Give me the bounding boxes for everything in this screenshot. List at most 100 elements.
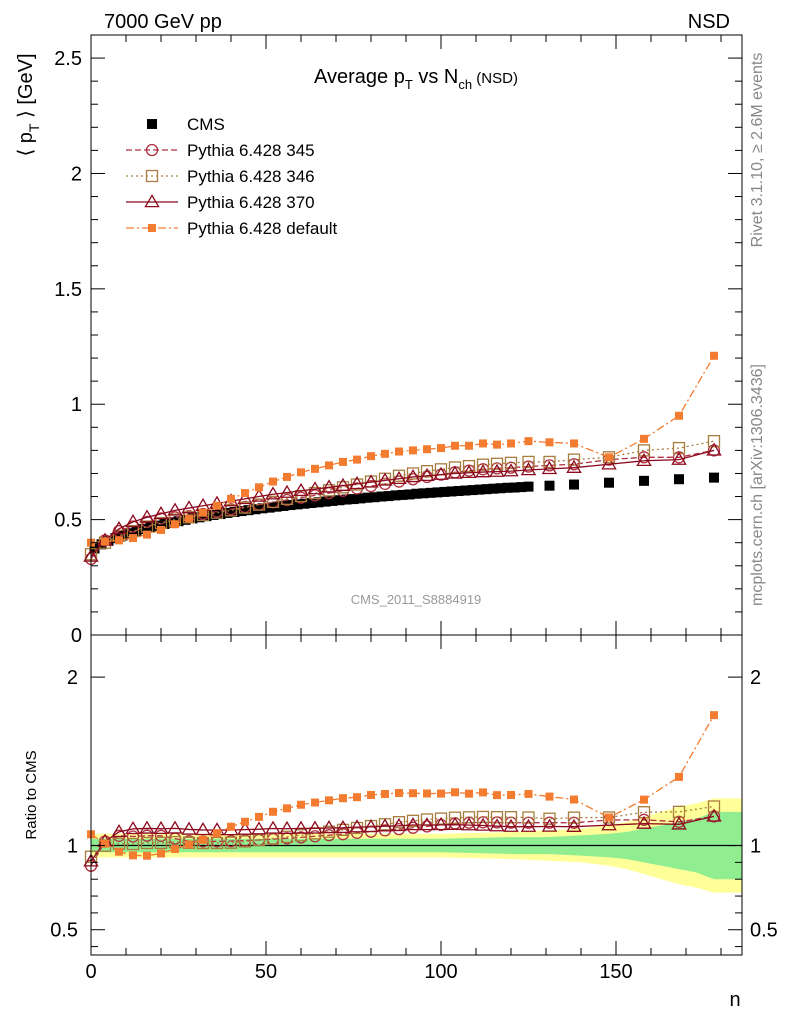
- main-data-layer: [83, 351, 722, 565]
- pythia-default-ratio-point: [171, 844, 179, 853]
- pythia-370-ratio-point: [181, 821, 197, 835]
- pythia-370-point: [433, 466, 449, 480]
- pythia-default-point: [283, 472, 291, 481]
- pythia-370-ratio-point: [566, 818, 582, 832]
- pythia-345-ratio-point: [126, 830, 140, 843]
- pythia-370-point: [671, 451, 687, 465]
- pythia-default-ratio-point: [545, 792, 554, 801]
- pythia-default-ratio-point: [157, 849, 165, 858]
- pythia-default-ratio-point: [409, 789, 417, 798]
- cms-point: [362, 492, 373, 503]
- pythia-346-point: [707, 435, 721, 448]
- cms-point: [439, 486, 450, 497]
- pythia-346-point: [406, 467, 420, 480]
- pythia-370-point: [489, 463, 505, 477]
- ratio-ytick-label-right: 0.5: [750, 920, 778, 942]
- pythia-default-point: [213, 501, 221, 510]
- pythia-370-ratio-point: [195, 822, 211, 836]
- pythia-default-point: [493, 440, 501, 449]
- pythia-default-point: [353, 455, 361, 464]
- pythia-370-ratio-point: [139, 820, 155, 834]
- cms-point: [124, 528, 135, 539]
- pythia-default-point: [185, 514, 193, 523]
- pythia-370-ratio-point: [125, 821, 141, 835]
- pythia-370-point: [265, 486, 281, 500]
- pythia-346-ratio-point: [434, 812, 448, 825]
- pythia-370-ratio-point: [489, 818, 505, 832]
- pythia-370-point: [636, 452, 652, 467]
- cms-point: [709, 472, 719, 483]
- pythia-default-ratio-point: [479, 788, 487, 797]
- pythia-346-point: [476, 458, 490, 471]
- main-ytick-label: 1: [71, 394, 82, 416]
- pythia-default-ratio-point: [311, 798, 319, 807]
- pythia-346-ratio-point: [392, 816, 406, 829]
- cms-point: [495, 483, 506, 494]
- cms-point: [523, 481, 534, 492]
- pythia-345-ratio-point: [420, 820, 434, 833]
- pythia-default-point: [545, 438, 554, 447]
- pythia-default-ratio-point: [675, 772, 683, 781]
- pythia-370-point: [125, 514, 141, 528]
- pythia-370-point: [363, 474, 379, 488]
- x-tick-label: 100: [424, 961, 457, 983]
- cms-point: [467, 485, 478, 496]
- pythia-default-point: [409, 446, 417, 455]
- pythia-default-point: [297, 468, 305, 477]
- cms-point: [432, 487, 443, 498]
- header-left: 7000 GeV pp: [104, 11, 222, 33]
- pythia-346-ratio-point: [462, 811, 476, 824]
- pythia-default-ratio-point: [605, 813, 613, 822]
- main-ticks: 0 0.5 1 1.5 2 2.5: [54, 34, 742, 647]
- cms-point: [152, 520, 163, 531]
- cms-point: [348, 494, 359, 505]
- pythia-370-point: [153, 505, 169, 520]
- pythia-default-ratio-point: [524, 789, 533, 798]
- rivet-label: Rivet 3.1.10, ≥ 2.6M events: [749, 53, 766, 248]
- pythia-370-point: [503, 463, 519, 477]
- cms-point: [355, 493, 366, 504]
- cms-point: [138, 524, 149, 535]
- main-ytick-label: 2: [71, 163, 82, 185]
- pythia-346-ratio-point: [522, 811, 535, 824]
- cms-point: [488, 483, 499, 494]
- pythia-370-ratio-point: [321, 820, 337, 834]
- cms-point: [390, 490, 401, 501]
- pythia-370-point: [475, 464, 491, 478]
- pythia-370-point: [251, 488, 267, 502]
- pythia-346-point: [567, 453, 581, 466]
- pythia-default-ratio-point: [640, 795, 648, 804]
- legend-marker-pythia-370: [144, 194, 160, 208]
- pythia-346-point: [224, 504, 238, 517]
- pythia-346-ratio-point: [602, 811, 616, 824]
- pythia-346-point: [462, 459, 476, 473]
- pythia-370-ratio-point: [520, 818, 537, 832]
- pythia-370-ratio-point: [349, 819, 365, 833]
- pythia-370-ratio-point: [293, 820, 309, 834]
- x-tick-label: 50: [255, 961, 277, 983]
- main-panel: 0 0.5 1 1.5 2 2.5 Average pT vs Nch (NSD) ⟨ p…: [15, 34, 743, 647]
- cms-point: [481, 484, 492, 495]
- pythia-370-point: [601, 456, 617, 470]
- cms-point: [516, 482, 527, 493]
- legend-label-pythia-370: Pythia 6.428 370: [187, 193, 315, 212]
- legend-marker-pythia-346: [145, 169, 159, 183]
- pythia-default-point: [241, 489, 249, 498]
- pythia-370-point: [419, 467, 435, 482]
- pythia-default-ratio-point: [381, 789, 389, 798]
- pythia-default-point: [479, 439, 487, 448]
- pythia-default-ratio-point: [570, 795, 578, 804]
- pythia-346-point: [522, 455, 535, 469]
- cms-point: [446, 486, 457, 497]
- pythia-370-ratio-point: [153, 820, 169, 835]
- pythia-default-ratio-point: [367, 790, 375, 799]
- pythia-default-point: [199, 508, 207, 517]
- pythia-default-ratio-point: [710, 711, 718, 720]
- ratio-ylabel: Ratio to CMS: [23, 750, 40, 839]
- cms-point: [502, 482, 513, 493]
- pythia-370-point: [377, 472, 393, 486]
- pythia-default-ratio-point: [101, 839, 109, 848]
- pythia-370-point: [237, 490, 253, 505]
- pythia-370-ratio-point: [475, 817, 491, 831]
